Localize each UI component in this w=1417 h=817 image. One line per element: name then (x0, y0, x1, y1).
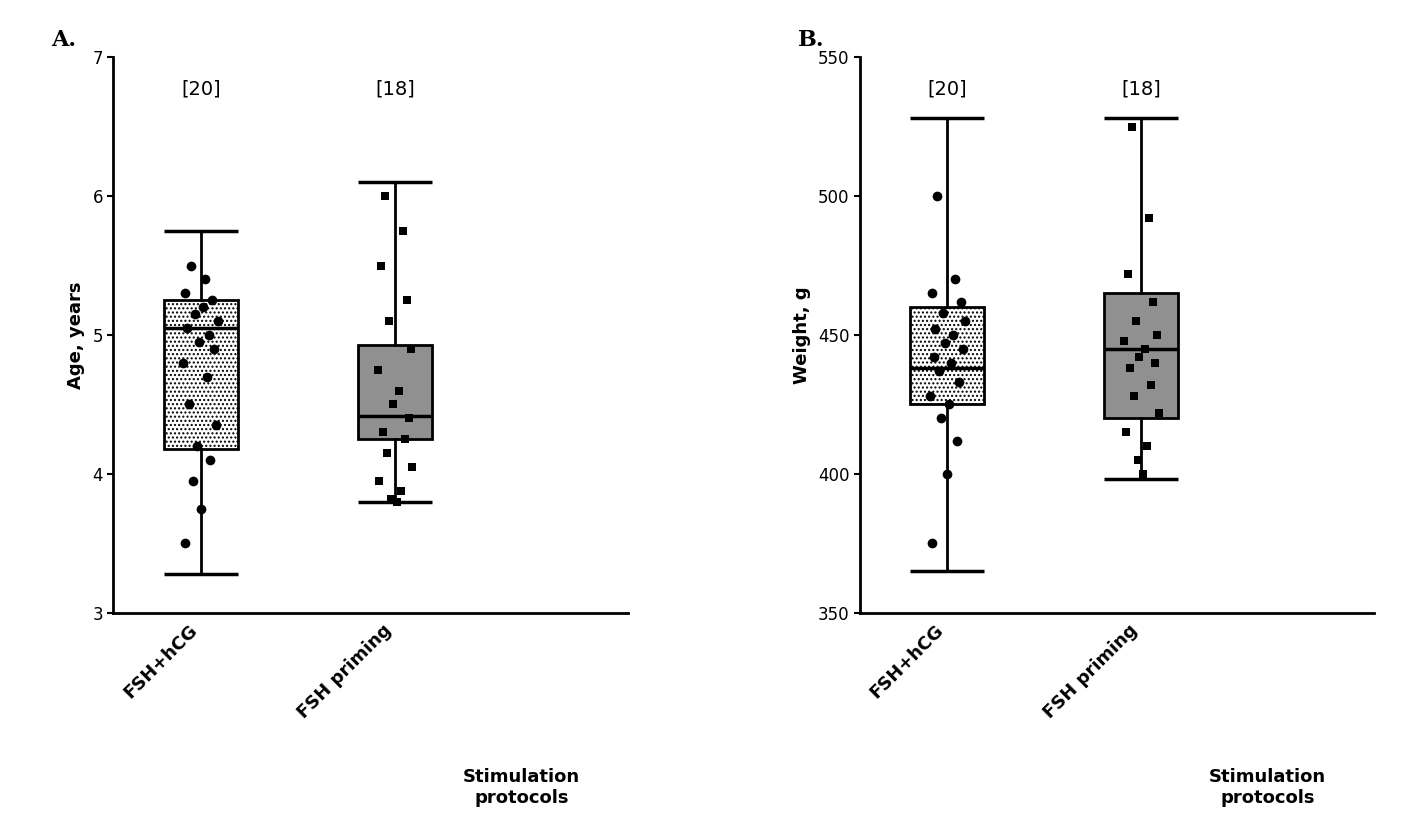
Point (951, 342, 973, 355)
Point (1118, 362, 1141, 375)
Point (1138, 212, 1161, 225)
Text: B.: B. (798, 29, 825, 51)
Point (1145, 328, 1168, 342)
Point (174, 287, 197, 300)
Point (924, 323, 947, 336)
Point (1121, 120, 1144, 133)
Y-axis label: Weight, g: Weight, g (792, 286, 811, 384)
Point (938, 398, 961, 411)
Point (200, 453, 222, 467)
Point (401, 461, 424, 474)
Point (395, 293, 418, 306)
Point (918, 390, 941, 403)
Point (920, 287, 942, 300)
Point (1139, 378, 1162, 391)
Point (942, 328, 965, 342)
Point (397, 412, 419, 425)
Point (934, 337, 956, 350)
Point (400, 342, 422, 355)
Point (1134, 342, 1156, 355)
Point (176, 322, 198, 335)
Point (928, 364, 951, 377)
Point (197, 328, 220, 342)
Text: [20]: [20] (181, 79, 221, 98)
Point (948, 376, 971, 389)
Point (378, 315, 401, 328)
Point (207, 315, 230, 328)
Point (390, 484, 412, 497)
Point (171, 356, 194, 369)
Point (1115, 426, 1138, 439)
Point (391, 225, 414, 238)
Point (949, 295, 972, 308)
Point (1122, 390, 1145, 403)
Point (380, 493, 402, 506)
Point (1128, 350, 1151, 364)
Point (1148, 406, 1170, 419)
Bar (910, 307, 983, 404)
Text: [20]: [20] (927, 79, 966, 98)
Bar (164, 300, 238, 449)
Point (196, 370, 218, 383)
Point (1117, 267, 1139, 280)
Point (374, 190, 397, 203)
Point (1142, 295, 1165, 308)
Bar (1104, 293, 1179, 418)
Point (932, 306, 955, 319)
Point (388, 384, 411, 397)
Point (368, 474, 391, 487)
Point (394, 433, 417, 446)
Point (1136, 440, 1159, 453)
Point (187, 335, 210, 348)
Point (1124, 315, 1146, 328)
Text: [18]: [18] (376, 79, 415, 98)
Bar (359, 345, 432, 440)
Point (366, 363, 388, 376)
Point (1112, 334, 1135, 347)
Point (373, 426, 395, 439)
Point (381, 398, 404, 411)
Point (184, 307, 207, 320)
Point (180, 259, 203, 272)
Text: Stimulation
protocols: Stimulation protocols (463, 768, 580, 807)
Point (376, 446, 398, 459)
Text: A.: A. (51, 29, 77, 51)
Point (927, 190, 949, 203)
Point (186, 440, 208, 453)
Point (935, 467, 958, 480)
Point (944, 273, 966, 286)
Point (177, 398, 200, 411)
Point (191, 301, 214, 314)
Point (205, 419, 228, 432)
Text: [18]: [18] (1121, 79, 1162, 98)
Y-axis label: Age, years: Age, years (68, 281, 85, 389)
Point (181, 474, 204, 487)
Point (203, 342, 225, 355)
Point (174, 537, 197, 550)
Text: Stimulation
protocols: Stimulation protocols (1209, 768, 1326, 807)
Point (954, 315, 976, 328)
Point (922, 350, 945, 364)
Point (930, 412, 952, 425)
Point (945, 434, 968, 447)
Point (920, 537, 942, 550)
Point (201, 293, 224, 306)
Point (1144, 356, 1166, 369)
Point (190, 502, 213, 516)
Point (370, 259, 393, 272)
Point (385, 495, 408, 508)
Point (1127, 453, 1149, 467)
Point (1132, 467, 1155, 480)
Point (193, 273, 215, 286)
Point (939, 356, 962, 369)
